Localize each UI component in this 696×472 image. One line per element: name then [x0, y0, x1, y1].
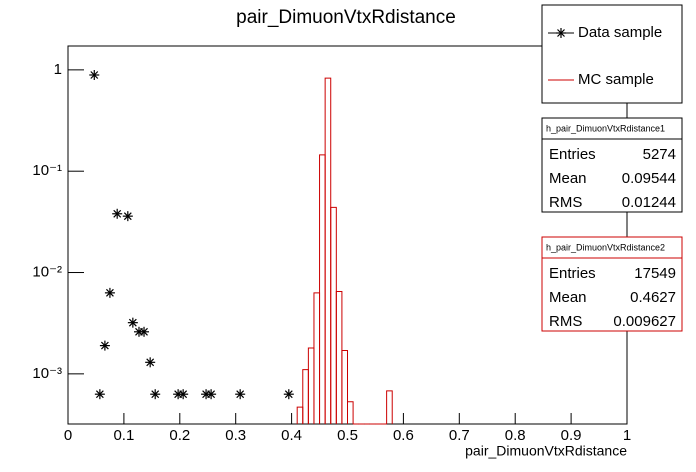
x-tick-label: 0 [64, 427, 72, 444]
histogram-bin [347, 401, 354, 424]
marker-stroke [95, 390, 104, 399]
stats-box [541, 236, 683, 332]
stats-key: RMS [549, 313, 582, 330]
y-tick-label: 10⁻³ [32, 365, 62, 382]
marker-stroke [100, 341, 109, 350]
marker-stroke [90, 71, 99, 79]
stats-title: h_pair_DimuonVtxRdistance1 [546, 123, 665, 133]
stats-key: Mean [549, 170, 587, 187]
marker-stroke [113, 209, 122, 218]
x-tick-label: 0.9 [561, 427, 582, 444]
marker-stroke [236, 390, 245, 399]
marker-stroke [284, 390, 293, 399]
x-tick-label: 0.2 [169, 427, 190, 444]
data-point [150, 389, 161, 400]
y-tick-label: 1 [54, 61, 62, 78]
data-point [145, 357, 156, 368]
marker-stroke [123, 212, 132, 221]
data-point [94, 389, 105, 400]
legend-label: Data sample [578, 24, 662, 41]
data-point [122, 211, 133, 222]
data-point [235, 389, 246, 400]
marker-stroke [106, 288, 114, 297]
legend-label: MC sample [578, 71, 654, 88]
marker-stroke [151, 390, 160, 399]
marker-stroke [207, 390, 216, 399]
data-point [206, 389, 217, 400]
y-tick-label: 10⁻² [32, 263, 62, 280]
data-point [139, 326, 150, 337]
data-point [112, 208, 123, 219]
stats-value: 0.009627 [613, 313, 676, 330]
x-tick-label: 0.6 [393, 427, 414, 444]
legend-marker [556, 28, 566, 38]
legend-box [541, 4, 683, 104]
stats-box [541, 117, 683, 213]
stats-value: 0.01244 [622, 194, 676, 211]
marker-stroke [179, 390, 188, 399]
histogram-bin [386, 390, 393, 424]
marker-stroke [140, 327, 148, 336]
chart-title: pair_DimuonVtxRdistance [236, 7, 456, 28]
x-tick-label: 0.7 [449, 427, 470, 444]
marker-stroke [128, 318, 137, 327]
stats-key: RMS [549, 194, 582, 211]
data-point [283, 389, 294, 400]
data-point [89, 69, 100, 80]
histogram-bin [341, 350, 348, 424]
stats-value: 5274 [643, 146, 676, 163]
stats-key: Entries [549, 265, 596, 282]
x-tick-label: 0.5 [337, 427, 358, 444]
stats-value: 0.09544 [622, 170, 676, 187]
y-tick-label: 10⁻¹ [32, 162, 62, 179]
stats-key: Entries [549, 146, 596, 163]
data-point [104, 287, 115, 298]
stats-title: h_pair_DimuonVtxRdistance2 [546, 242, 665, 252]
stats-value: 17549 [634, 265, 676, 282]
x-tick-label: 0.3 [225, 427, 246, 444]
marker-stroke [146, 358, 155, 367]
stats-key: Mean [549, 289, 587, 306]
x-tick-label: 1 [623, 427, 631, 444]
x-tick-label: 0.8 [505, 427, 526, 444]
marker-stroke [557, 29, 565, 37]
x-tick-label: 0.4 [281, 427, 302, 444]
x-axis-label: pair_DimuonVtxRdistance [465, 443, 627, 459]
x-tick-label: 0.1 [113, 427, 134, 444]
stats-value: 0.4627 [630, 289, 676, 306]
data-point [178, 389, 189, 400]
data-point [99, 340, 110, 351]
data-point [127, 317, 138, 328]
